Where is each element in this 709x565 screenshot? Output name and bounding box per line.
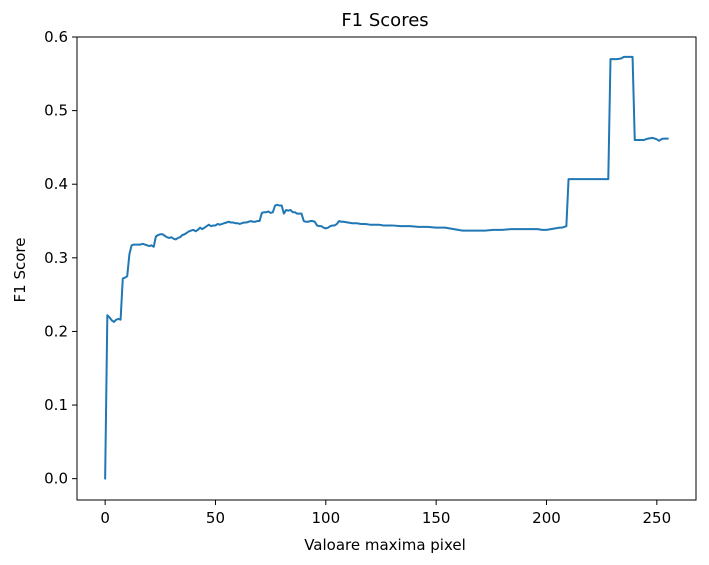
y-tick-label: 0.2 <box>44 322 68 340</box>
x-tick-label: 200 <box>532 509 561 527</box>
y-tick-label: 0.1 <box>44 396 68 414</box>
x-tick-label: 100 <box>311 509 340 527</box>
chart-title: F1 Scores <box>341 10 428 31</box>
y-axis-title: F1 Score <box>11 238 29 303</box>
plot-frame <box>76 36 697 501</box>
y-axis: 0.0 0.1 0.2 0.3 0.4 0.5 0.6 <box>44 28 77 488</box>
y-tick-label: 0.5 <box>44 102 68 120</box>
plot-area <box>76 36 697 501</box>
y-tick-label: 0.4 <box>44 175 68 193</box>
series-line-0 <box>104 55 669 480</box>
y-tick-label: 0.6 <box>44 28 68 46</box>
series-layer <box>104 55 669 480</box>
x-tick-label: 150 <box>422 509 451 527</box>
x-axis: 0 50 100 150 200 250 <box>100 500 671 527</box>
x-axis-title: Valoare maxima pixel <box>304 536 466 554</box>
x-tick-label: 50 <box>206 509 225 527</box>
x-tick-label: 0 <box>100 509 110 527</box>
y-tick-label: 0.3 <box>44 249 68 267</box>
x-tick-label: 250 <box>643 509 672 527</box>
y-tick-label: 0.0 <box>44 470 68 488</box>
